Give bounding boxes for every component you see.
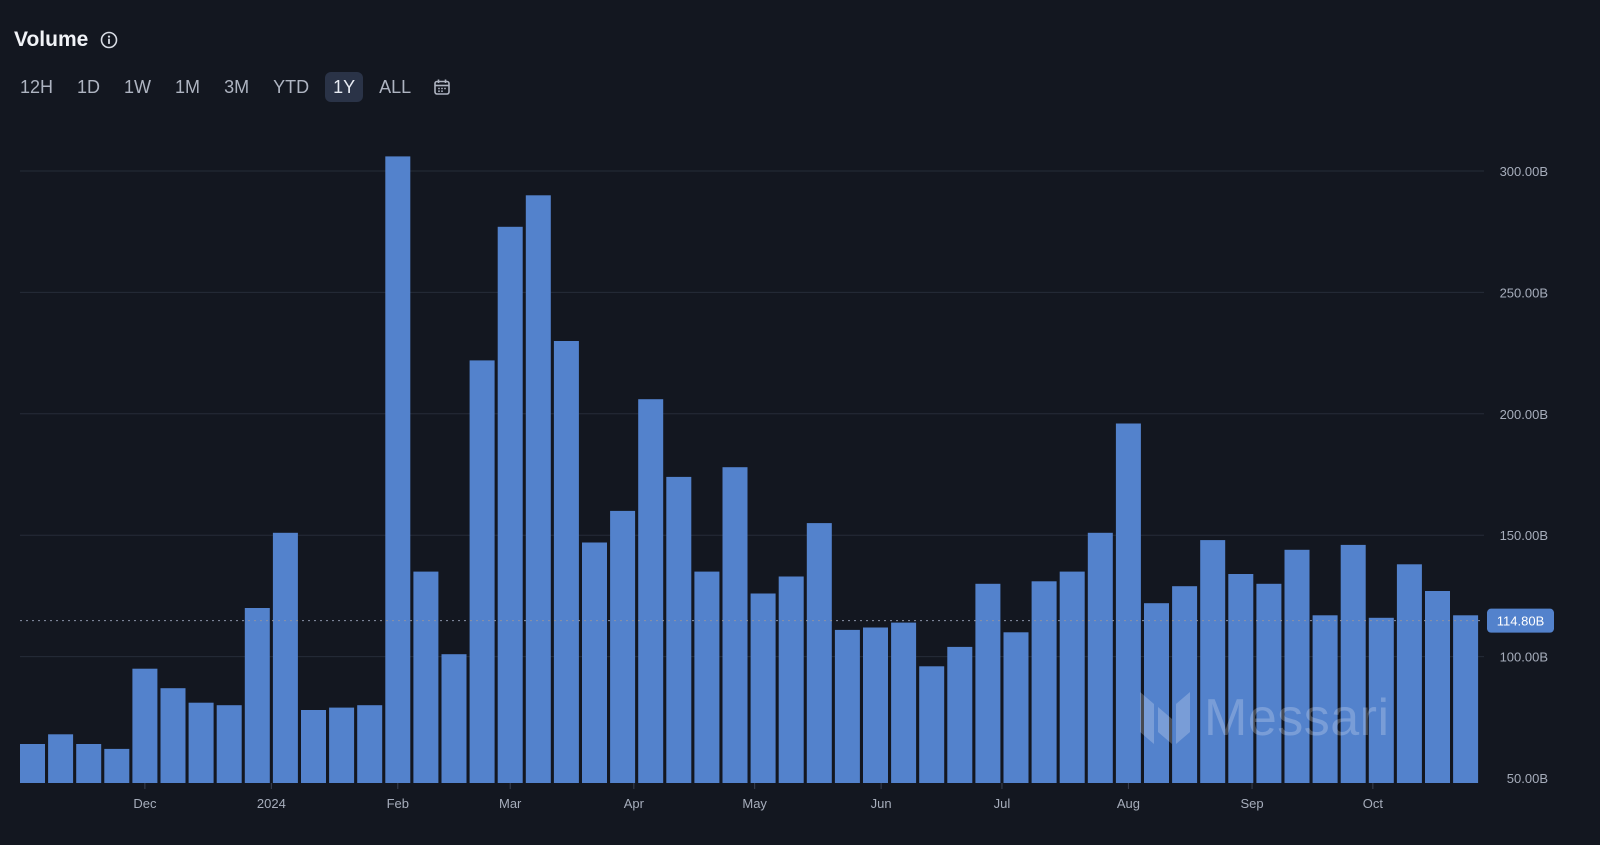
- x-tick-label: Dec: [133, 796, 157, 811]
- bar[interactable]: [1172, 586, 1198, 783]
- bar[interactable]: [1003, 632, 1029, 783]
- bar[interactable]: [722, 467, 748, 783]
- bar[interactable]: [497, 226, 523, 784]
- timeframe-selector: 12H 1D 1W 1M 3M YTD 1Y ALL: [12, 72, 451, 102]
- x-tick-label: May: [742, 796, 767, 811]
- timeframe-1w-button[interactable]: 1W: [124, 77, 152, 97]
- bar[interactable]: [834, 629, 860, 783]
- current-value-label: 114.80B: [1497, 614, 1544, 629]
- bar[interactable]: [1368, 617, 1394, 783]
- bar[interactable]: [413, 571, 439, 783]
- bar[interactable]: [1425, 591, 1450, 783]
- bar[interactable]: [357, 705, 383, 783]
- bar[interactable]: [329, 707, 355, 783]
- bar[interactable]: [1453, 615, 1479, 783]
- bar[interactable]: [1200, 540, 1226, 783]
- bar[interactable]: [1144, 603, 1169, 783]
- bar[interactable]: [441, 654, 467, 783]
- bar[interactable]: [975, 583, 1001, 783]
- bar[interactable]: [132, 668, 158, 783]
- bar[interactable]: [272, 532, 298, 783]
- bar[interactable]: [863, 627, 888, 784]
- calendar-icon[interactable]: [433, 78, 451, 96]
- bar[interactable]: [1087, 532, 1113, 783]
- bar[interactable]: [778, 576, 804, 784]
- grid-lines: [20, 170, 1484, 658]
- timeframe-12h-button[interactable]: 12H: [20, 77, 54, 97]
- current-value-badge: [1487, 608, 1554, 633]
- bar[interactable]: [160, 688, 186, 783]
- bar[interactable]: [104, 748, 130, 783]
- current-value-marker: 114.80B: [20, 608, 1554, 633]
- x-tick-label: Oct: [1363, 796, 1384, 811]
- y-tick-label: 200.00B: [1500, 407, 1548, 422]
- y-tick-label: 250.00B: [1500, 285, 1548, 300]
- timeframe-1m-button[interactable]: 1M: [175, 77, 201, 97]
- x-axis: Dec 2024 Feb Mar Apr May Jun Jul Aug Sep Oct: [133, 783, 1383, 811]
- x-tick-label: 2024: [257, 796, 286, 811]
- x-tick-label: Apr: [624, 796, 645, 811]
- bar[interactable]: [1228, 574, 1254, 783]
- bar[interactable]: [1396, 564, 1422, 783]
- bar[interactable]: [666, 476, 692, 783]
- y-tick-label: 300.00B: [1500, 164, 1548, 179]
- bar[interactable]: [1031, 581, 1057, 783]
- bar[interactable]: [919, 666, 945, 783]
- bar[interactable]: [301, 710, 326, 783]
- timeframe-3m-button[interactable]: 3M: [224, 77, 250, 97]
- y-tick-label: 150.00B: [1500, 528, 1548, 543]
- bar[interactable]: [216, 705, 242, 783]
- bar[interactable]: [1256, 583, 1282, 783]
- bar[interactable]: [891, 622, 917, 783]
- bar[interactable]: [48, 734, 74, 783]
- bar[interactable]: [1284, 549, 1310, 783]
- x-tick-label: Jun: [871, 796, 892, 811]
- timeframe-all-button[interactable]: ALL: [379, 77, 412, 97]
- timeframe-1y-button[interactable]: 1Y: [325, 72, 364, 102]
- chart-title: Volume: [14, 28, 89, 51]
- y-axis: 300.00B 250.00B 200.00B 150.00B 100.00B 50.00…: [1500, 164, 1548, 786]
- bar[interactable]: [188, 702, 214, 783]
- bar[interactable]: [582, 542, 607, 784]
- bar[interactable]: [1340, 544, 1366, 783]
- bar[interactable]: [385, 156, 411, 783]
- timeframe-1d-button[interactable]: 1D: [77, 77, 101, 97]
- y-tick-label: 100.00B: [1500, 650, 1548, 665]
- x-tick-label: Feb: [387, 796, 409, 811]
- bar[interactable]: [525, 195, 551, 784]
- timeframe-ytd-button[interactable]: YTD: [273, 77, 310, 97]
- bar[interactable]: [20, 744, 45, 783]
- bars: [20, 156, 1479, 784]
- bar[interactable]: [469, 360, 495, 783]
- y-tick-label: 50.00B: [1507, 771, 1548, 786]
- x-tick-label: Mar: [499, 796, 522, 811]
- bar[interactable]: [947, 646, 973, 783]
- x-tick-label: Sep: [1240, 796, 1263, 811]
- bar[interactable]: [553, 341, 579, 783]
- x-tick-label: Jul: [994, 796, 1011, 811]
- bar[interactable]: [1115, 423, 1141, 784]
- bar[interactable]: [610, 510, 636, 783]
- bar[interactable]: [806, 523, 832, 783]
- info-icon[interactable]: [100, 31, 118, 49]
- bar[interactable]: [750, 593, 776, 784]
- bar[interactable]: [244, 608, 270, 783]
- bar[interactable]: [1312, 615, 1338, 783]
- bar[interactable]: [1059, 571, 1085, 783]
- chart-header: Volume: [14, 28, 118, 52]
- x-tick-label: Aug: [1117, 796, 1140, 811]
- bar[interactable]: [694, 571, 720, 783]
- bar[interactable]: [638, 399, 664, 783]
- bar[interactable]: [76, 744, 102, 783]
